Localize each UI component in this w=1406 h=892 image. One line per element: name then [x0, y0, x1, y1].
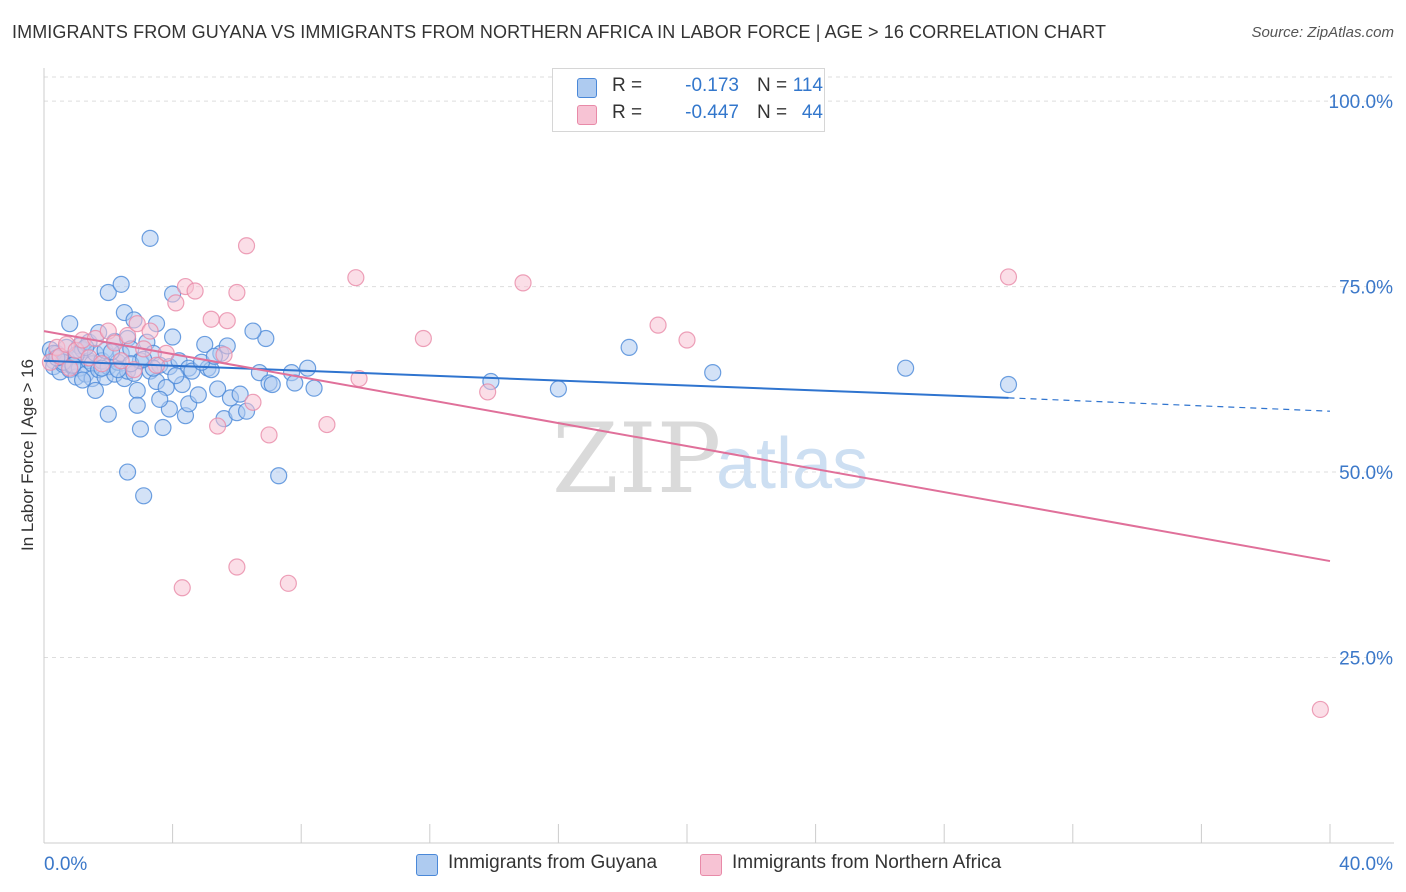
northern-africa-legend-label: Immigrants from Northern Africa: [732, 852, 1002, 873]
y-axis-label: In Labor Force | Age > 16: [18, 358, 37, 552]
northern-africa-point: [186, 282, 204, 300]
r-value: -0.173: [685, 75, 739, 96]
northern-africa-point: [279, 574, 297, 592]
northern-africa-point: [128, 315, 146, 333]
guyana-point: [620, 338, 638, 357]
northern-africa-point: [649, 316, 667, 334]
n-label: N =: [757, 102, 788, 123]
northern-africa-point: [167, 294, 185, 312]
n-value: 44: [801, 102, 823, 123]
northern-africa-point: [118, 326, 137, 345]
guyana-point: [257, 329, 275, 348]
guyana-point: [118, 463, 137, 481]
guyana-point: [61, 315, 79, 333]
y-tick-label: 100.0%: [1329, 92, 1394, 113]
guyana-legend-swatch: [416, 854, 438, 876]
guyana-point: [231, 385, 249, 403]
northern-africa-point: [125, 361, 143, 379]
x-tick-label: 0.0%: [44, 854, 87, 875]
guyana-point: [128, 396, 146, 414]
tick-label-layer: 25.0% 50.0% 75.0% 100.0% 0.0% 40.0%: [44, 92, 1393, 875]
n-label: N =: [757, 75, 788, 96]
y-tick-label: 50.0%: [1339, 463, 1393, 484]
northern-africa-point: [173, 579, 191, 597]
guyana-point: [299, 359, 317, 377]
chart-title: IMMIGRANTS FROM GUYANA VS IMMIGRANTS FRO…: [12, 22, 1107, 42]
guyana-point: [112, 275, 130, 293]
northern-africa-point: [347, 269, 365, 287]
r-value: -0.447: [685, 102, 739, 123]
guyana-point: [244, 322, 262, 340]
northern-africa-point: [228, 558, 246, 576]
northern-africa-point: [141, 322, 159, 340]
guyana-point: [196, 335, 214, 354]
guyana-point: [263, 375, 281, 394]
guyana-point: [99, 283, 117, 302]
northern-africa-point: [61, 359, 79, 377]
guyana-swatch: [577, 78, 597, 98]
guyana-point: [99, 405, 117, 423]
x-tick-label: 40.0%: [1339, 854, 1393, 875]
guyana-point: [549, 380, 568, 398]
r-label: R =: [612, 102, 643, 123]
guyana-trend-line: [43, 359, 1009, 399]
guyana-point: [305, 379, 323, 397]
guyana-point: [164, 328, 182, 346]
northern-africa-point: [318, 415, 336, 434]
northern-africa-legend-swatch: [700, 854, 722, 876]
guyana-legend-label: Immigrants from Guyana: [448, 852, 658, 873]
guyana-point: [167, 367, 185, 385]
y-tick-label: 25.0%: [1339, 649, 1393, 670]
trend-layer: [43, 330, 1331, 563]
northern-africa-point: [244, 393, 262, 411]
guyana-point: [209, 380, 227, 398]
northern-africa-point: [514, 274, 532, 292]
y-tick-label: 75.0%: [1339, 278, 1393, 299]
northern-africa-point: [479, 383, 497, 401]
northern-africa-point: [1311, 700, 1329, 719]
northern-africa-point: [414, 329, 432, 348]
source-label: Source: ZipAtlas.com: [1251, 24, 1394, 41]
northern-africa-point: [202, 310, 220, 328]
guyana-trend-extension: [1008, 397, 1331, 412]
northern-africa-point: [218, 312, 236, 330]
guyana-point: [73, 371, 92, 389]
northern-africa-point: [999, 268, 1018, 286]
northern-africa-point: [228, 283, 246, 302]
northern-africa-point: [215, 346, 233, 364]
r-label: R =: [612, 75, 643, 96]
correlation-legend: R = -0.173 N = 114 R = -0.447 N = 44: [552, 68, 825, 132]
guyana-point: [704, 364, 722, 382]
guyana-point: [189, 386, 207, 404]
guyana-point: [86, 381, 105, 400]
northern-africa-point: [237, 237, 256, 255]
points-layer: [41, 229, 1329, 719]
northern-africa-point: [209, 417, 227, 435]
guyana-point: [141, 229, 159, 247]
guyana-point: [128, 381, 146, 400]
northern-africa-swatch: [577, 105, 597, 125]
northern-africa-point: [260, 426, 278, 444]
n-value: 114: [792, 75, 823, 96]
guyana-point: [897, 359, 915, 377]
guyana-point: [154, 418, 172, 437]
guyana-point: [999, 375, 1018, 394]
guyana-point: [270, 467, 288, 485]
watermark-zip: ZIP: [552, 403, 721, 515]
axes-layer: [43, 68, 1394, 844]
northern-africa-point: [678, 331, 696, 349]
guyana-point: [151, 390, 169, 408]
northern-africa-trend-line: [43, 330, 1331, 563]
guyana-point: [135, 487, 153, 505]
guyana-point: [131, 420, 150, 438]
